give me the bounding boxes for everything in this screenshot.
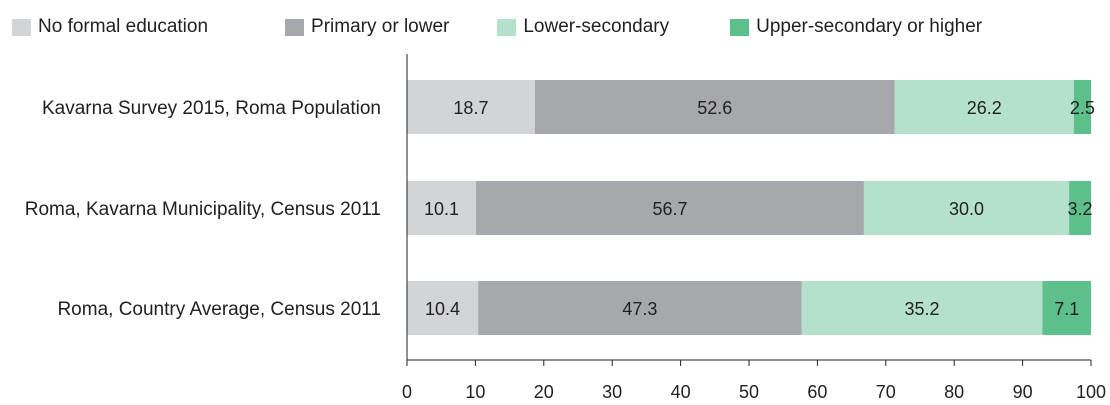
x-tick-label: 90 xyxy=(1013,382,1033,402)
bar-segment xyxy=(801,281,1043,335)
legend-swatch xyxy=(497,18,517,36)
bar-segment xyxy=(534,80,895,134)
x-tick-label: 10 xyxy=(465,382,485,402)
legend-swatch xyxy=(730,18,750,36)
data-label: 56.7 xyxy=(652,199,687,219)
data-label: 47.3 xyxy=(622,299,657,319)
data-label: 18.7 xyxy=(453,98,488,118)
legend-label: Upper-secondary or higher xyxy=(756,16,983,37)
bar-segment xyxy=(1042,281,1091,335)
data-label: 10.4 xyxy=(425,299,460,319)
legend-item-upper-secondary-or-higher: Upper-secondary or higher xyxy=(730,16,982,38)
legend-label: No formal education xyxy=(38,16,209,37)
bar-segment xyxy=(407,281,479,335)
category-label: Roma, Country Average, Census 2011 xyxy=(57,299,381,320)
legend-label: Lower-secondary xyxy=(523,16,670,37)
category-label: Kavarna Survey 2015, Roma Population xyxy=(42,98,381,119)
chart-legend: No formal education Primary or lower Low… xyxy=(12,16,982,38)
x-tick-label: 80 xyxy=(944,382,964,402)
bar-segment xyxy=(894,80,1074,134)
legend-swatch xyxy=(285,18,305,36)
legend-item-no-formal-education: No formal education xyxy=(12,16,208,38)
data-label: 10.1 xyxy=(424,199,459,219)
bar-segment xyxy=(478,281,802,335)
data-label: 2.5 xyxy=(1070,98,1095,118)
data-label: 26.2 xyxy=(967,98,1002,118)
category-label: Roma, Kavarna Municipality, Census 2011 xyxy=(25,199,381,220)
bar-segment xyxy=(476,181,864,235)
legend-item-primary-or-lower: Primary or lower xyxy=(285,16,449,38)
x-tick-label: 20 xyxy=(534,382,554,402)
bar-segment xyxy=(407,80,535,134)
x-tick-label: 50 xyxy=(739,382,759,402)
bar-segment xyxy=(863,181,1070,235)
x-tick-label: 70 xyxy=(876,382,896,402)
x-tick-label: 0 xyxy=(402,382,412,402)
data-label: 35.2 xyxy=(905,299,940,319)
x-tick-label: 60 xyxy=(807,382,827,402)
data-label: 52.6 xyxy=(697,98,732,118)
x-tick-label: 100 xyxy=(1076,382,1106,402)
data-label: 3.2 xyxy=(1068,199,1093,219)
data-label: 7.1 xyxy=(1054,299,1079,319)
legend-item-lower-secondary: Lower-secondary xyxy=(497,16,669,38)
x-tick-label: 30 xyxy=(602,382,622,402)
legend-swatch xyxy=(12,18,31,36)
bar-segment xyxy=(1069,181,1091,235)
x-tick-label: 40 xyxy=(671,382,691,402)
bar-segment xyxy=(407,181,477,235)
legend-label: Primary or lower xyxy=(311,16,450,37)
data-label: 30.0 xyxy=(949,199,984,219)
bar-segment xyxy=(1073,80,1091,134)
